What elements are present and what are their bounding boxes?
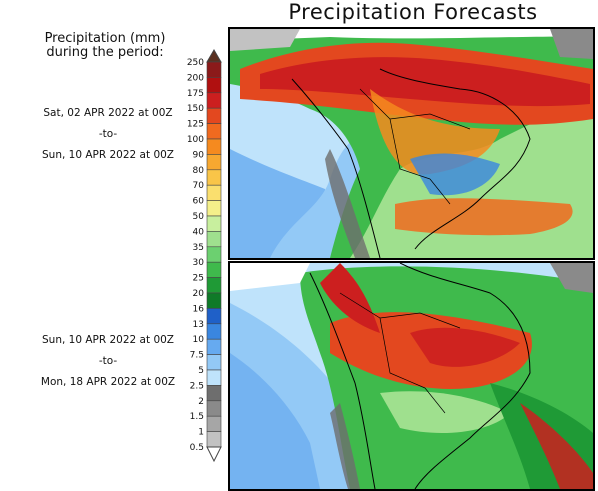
colorbar-segment — [206, 154, 222, 171]
colorbar-tick-label: 1 — [198, 428, 204, 438]
colorbar-segment — [206, 246, 222, 263]
colorbar-segment — [206, 215, 222, 232]
map-2-graphic — [230, 263, 593, 489]
colorbar-segment — [206, 400, 222, 417]
forecast-map-period-1 — [228, 27, 595, 260]
colorbar-segment — [206, 415, 222, 432]
colorbar-tick-label: 60 — [193, 197, 205, 207]
period-1-sep: -to- — [98, 128, 118, 140]
colorbar-segment — [206, 123, 222, 140]
colorbar-arrow-top — [206, 49, 222, 63]
colorbar-segment — [206, 277, 222, 294]
colorbar-tick-label: 2.5 — [190, 381, 204, 391]
colorbar-segment — [206, 308, 222, 325]
forecast-map-period-2 — [228, 261, 595, 491]
period-1-end: Sun, 10 APR 2022 at 00Z — [42, 149, 174, 161]
colorbar-segment — [206, 61, 222, 78]
period-1-start: Sat, 02 APR 2022 at 00Z — [43, 107, 173, 119]
colorbar-tick-label: 25 — [193, 274, 204, 284]
colorbar-tick-label: 90 — [193, 150, 205, 160]
period-2-start: Sun, 10 APR 2022 at 00Z — [42, 334, 174, 346]
colorbar-tick-label: 40 — [193, 227, 205, 237]
colorbar-tick-label: 7.5 — [190, 351, 204, 361]
period-2-label: Sun, 10 APR 2022 at 00Z -to- Mon, 18 APR… — [20, 330, 196, 393]
colorbar-tick-label: 0.5 — [190, 443, 204, 453]
colorbar-segment — [206, 184, 222, 201]
period-1-label: Sat, 02 APR 2022 at 00Z -to- Sun, 10 APR… — [20, 103, 196, 166]
colorbar-segment — [206, 338, 222, 355]
colorbar-tick-label: 150 — [187, 104, 204, 114]
colorbar-tick-label: 20 — [193, 289, 205, 299]
colorbar-segment — [206, 292, 222, 309]
colorbar-segment — [206, 200, 222, 217]
colorbar-tick-label: 70 — [193, 181, 205, 191]
colorbar-tick-label: 5 — [198, 366, 204, 376]
colorbar-tick-label: 175 — [187, 89, 204, 99]
colorbar-segment — [206, 107, 222, 124]
colorbar-arrow-bottom — [206, 446, 222, 463]
colorbar-tick-label: 250 — [187, 58, 204, 68]
colorbar-tick-label: 1.5 — [190, 412, 204, 422]
page-title: Precipitation Forecasts — [288, 0, 538, 24]
colorbar-segment — [206, 261, 222, 278]
colorbar-segment — [206, 354, 222, 371]
colorbar-tick-label: 16 — [193, 304, 205, 314]
colorbar-segment — [206, 231, 222, 248]
colorbar-tick-label: 100 — [187, 135, 204, 145]
colorbar-tick-label: 80 — [193, 166, 205, 176]
colorbar-segment — [206, 323, 222, 340]
legend-heading-line1: Precipitation (mm) — [44, 31, 166, 46]
period-2-sep: -to- — [98, 355, 118, 367]
colorbar-tick-label: 10 — [193, 335, 205, 345]
map-1-graphic — [230, 29, 593, 258]
colorbar-segment — [206, 385, 222, 402]
legend-heading: Precipitation (mm) during the period: — [0, 32, 210, 60]
legend-heading-line2: during the period: — [46, 45, 164, 60]
colorbar-segment — [206, 431, 222, 448]
colorbar-tick-label: 30 — [193, 258, 205, 268]
colorbar-tick-label: 35 — [193, 243, 204, 253]
colorbar-tick-label: 50 — [193, 212, 205, 222]
colorbar-tick-label: 200 — [187, 73, 204, 83]
colorbar-segment — [206, 77, 222, 94]
period-2-end: Mon, 18 APR 2022 at 00Z — [40, 376, 176, 388]
colorbar-segment — [206, 92, 222, 109]
colorbar-tick-label: 2 — [198, 397, 204, 407]
colorbar-segment — [206, 169, 222, 186]
colorbar-segment — [206, 138, 222, 155]
colorbar-tick-label: 125 — [187, 120, 204, 130]
colorbar-segment — [206, 369, 222, 386]
colorbar-tick-label: 13 — [193, 320, 204, 330]
